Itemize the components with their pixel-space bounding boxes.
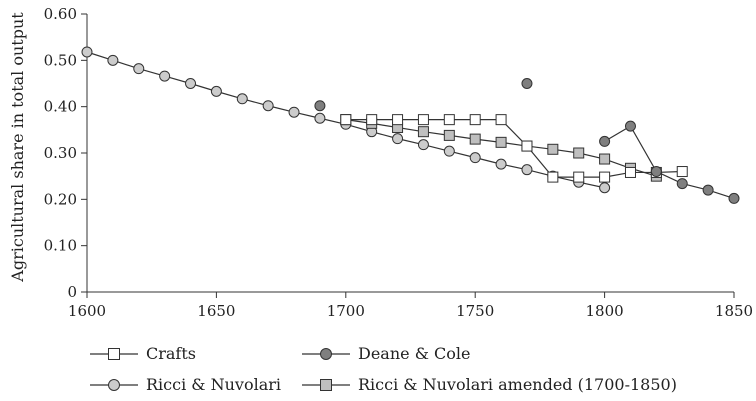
x-tick-label: 1800 xyxy=(586,302,624,320)
data-point xyxy=(417,126,429,138)
y-axis-label: Agricultural share in total output xyxy=(8,12,27,283)
data-point xyxy=(314,100,326,112)
legend-item: Crafts xyxy=(90,344,196,363)
data-point xyxy=(210,85,222,97)
plot-area xyxy=(81,46,740,204)
legend-item: Ricci & Nuvolari xyxy=(90,375,281,394)
legend: Crafts Deane & Cole Ricci & Nuvolari Ricci … xyxy=(90,344,677,394)
legend-label: Deane & Cole xyxy=(358,344,470,363)
y-tick-label: 0.50 xyxy=(44,51,77,69)
y-tick-label: 0.40 xyxy=(44,98,77,116)
data-point xyxy=(521,140,533,152)
data-point xyxy=(288,106,300,118)
data-point xyxy=(495,158,507,170)
data-point xyxy=(159,70,171,82)
legend-marker xyxy=(108,379,120,391)
data-point xyxy=(392,133,404,145)
data-point xyxy=(133,63,145,75)
y-tick-label: 0 xyxy=(67,283,77,301)
data-point xyxy=(185,78,197,89)
data-point xyxy=(676,178,688,190)
data-point xyxy=(624,166,636,178)
data-point xyxy=(495,114,507,126)
data-point xyxy=(547,143,559,155)
y-tick-label: 0.20 xyxy=(44,190,77,208)
data-point xyxy=(340,114,352,126)
x-tick-label: 1750 xyxy=(456,302,494,320)
legend-marker xyxy=(108,348,120,360)
data-point xyxy=(81,46,93,58)
x-tick-label: 1850 xyxy=(715,302,753,320)
data-point xyxy=(469,114,481,126)
data-point xyxy=(262,100,274,112)
data-point xyxy=(469,133,481,145)
data-point xyxy=(624,120,636,132)
data-point xyxy=(366,114,378,126)
data-point xyxy=(676,166,688,178)
y-tick-label: 0.30 xyxy=(44,144,77,162)
data-point xyxy=(469,152,481,164)
y-tick-label: 0.60 xyxy=(44,5,77,23)
x-tick-label: 1700 xyxy=(327,302,365,320)
legend-label: Ricci & Nuvolari xyxy=(146,375,281,394)
data-point xyxy=(107,54,119,66)
legend-label: Crafts xyxy=(146,344,196,363)
data-point xyxy=(443,129,455,141)
x-tick-label: 1650 xyxy=(197,302,235,320)
y-tick-label: 0.10 xyxy=(44,237,77,255)
data-point xyxy=(599,153,611,165)
data-point xyxy=(573,171,585,183)
legend-marker xyxy=(320,379,332,391)
data-point xyxy=(443,114,455,126)
series-line xyxy=(604,125,735,199)
data-point xyxy=(417,114,429,126)
data-point xyxy=(417,139,429,151)
data-point xyxy=(314,112,326,124)
data-point xyxy=(599,171,611,183)
data-point xyxy=(495,136,507,148)
data-point xyxy=(236,93,248,105)
data-point xyxy=(521,164,533,176)
data-point xyxy=(599,182,611,194)
x-tick-label: 1600 xyxy=(68,302,106,320)
axes: 0 0.10 0.20 0.30 0.40 0.50 0.60 1600 1650 1700 175… xyxy=(44,5,754,320)
data-point xyxy=(521,78,533,89)
data-point xyxy=(573,147,585,159)
data-point xyxy=(392,114,404,126)
data-point xyxy=(599,135,611,147)
legend-marker xyxy=(320,348,332,360)
legend-item: Ricci & Nuvolari amended (1700-1850) xyxy=(302,375,677,394)
legend-label: Ricci & Nuvolari amended (1700-1850) xyxy=(358,375,677,394)
data-point xyxy=(547,171,559,183)
data-point xyxy=(702,184,714,196)
data-point xyxy=(728,192,740,204)
data-point xyxy=(443,145,455,157)
series-1 xyxy=(314,78,740,204)
data-point xyxy=(650,166,662,178)
legend-item: Deane & Cole xyxy=(302,344,470,363)
